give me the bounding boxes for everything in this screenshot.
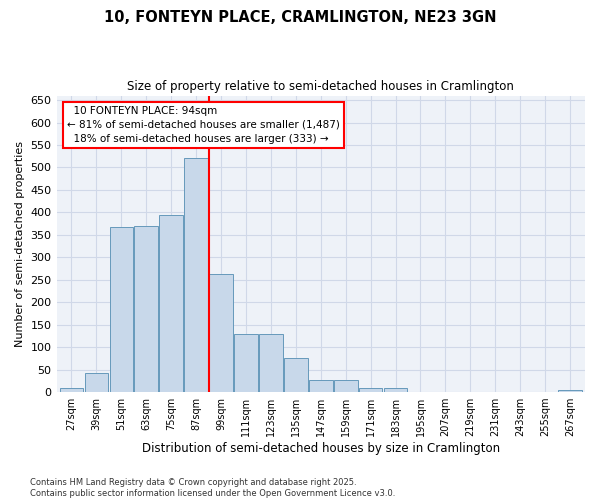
Bar (558, 390, 582, 392)
Bar (259, 334, 283, 392)
Bar (234, 334, 258, 392)
Bar (309, 380, 332, 392)
Bar (359, 388, 382, 392)
Bar (209, 274, 233, 392)
X-axis label: Distribution of semi-detached houses by size in Cramlington: Distribution of semi-detached houses by … (142, 442, 500, 455)
Bar (160, 214, 183, 392)
Y-axis label: Number of semi-detached properties: Number of semi-detached properties (15, 141, 25, 347)
Bar (134, 226, 158, 392)
Bar (284, 358, 308, 392)
Bar (184, 158, 208, 392)
Title: Size of property relative to semi-detached houses in Cramlington: Size of property relative to semi-detach… (127, 80, 514, 93)
Text: Contains HM Land Registry data © Crown copyright and database right 2025.
Contai: Contains HM Land Registry data © Crown c… (30, 478, 395, 498)
Bar (59, 388, 83, 392)
Bar (110, 226, 133, 392)
Bar (334, 380, 358, 392)
Text: 10, FONTEYN PLACE, CRAMLINGTON, NE23 3GN: 10, FONTEYN PLACE, CRAMLINGTON, NE23 3GN (104, 10, 496, 25)
Bar (85, 373, 108, 392)
Bar (384, 388, 407, 392)
Text: 10 FONTEYN PLACE: 94sqm
← 81% of semi-detached houses are smaller (1,487)
  18% : 10 FONTEYN PLACE: 94sqm ← 81% of semi-de… (67, 106, 340, 144)
